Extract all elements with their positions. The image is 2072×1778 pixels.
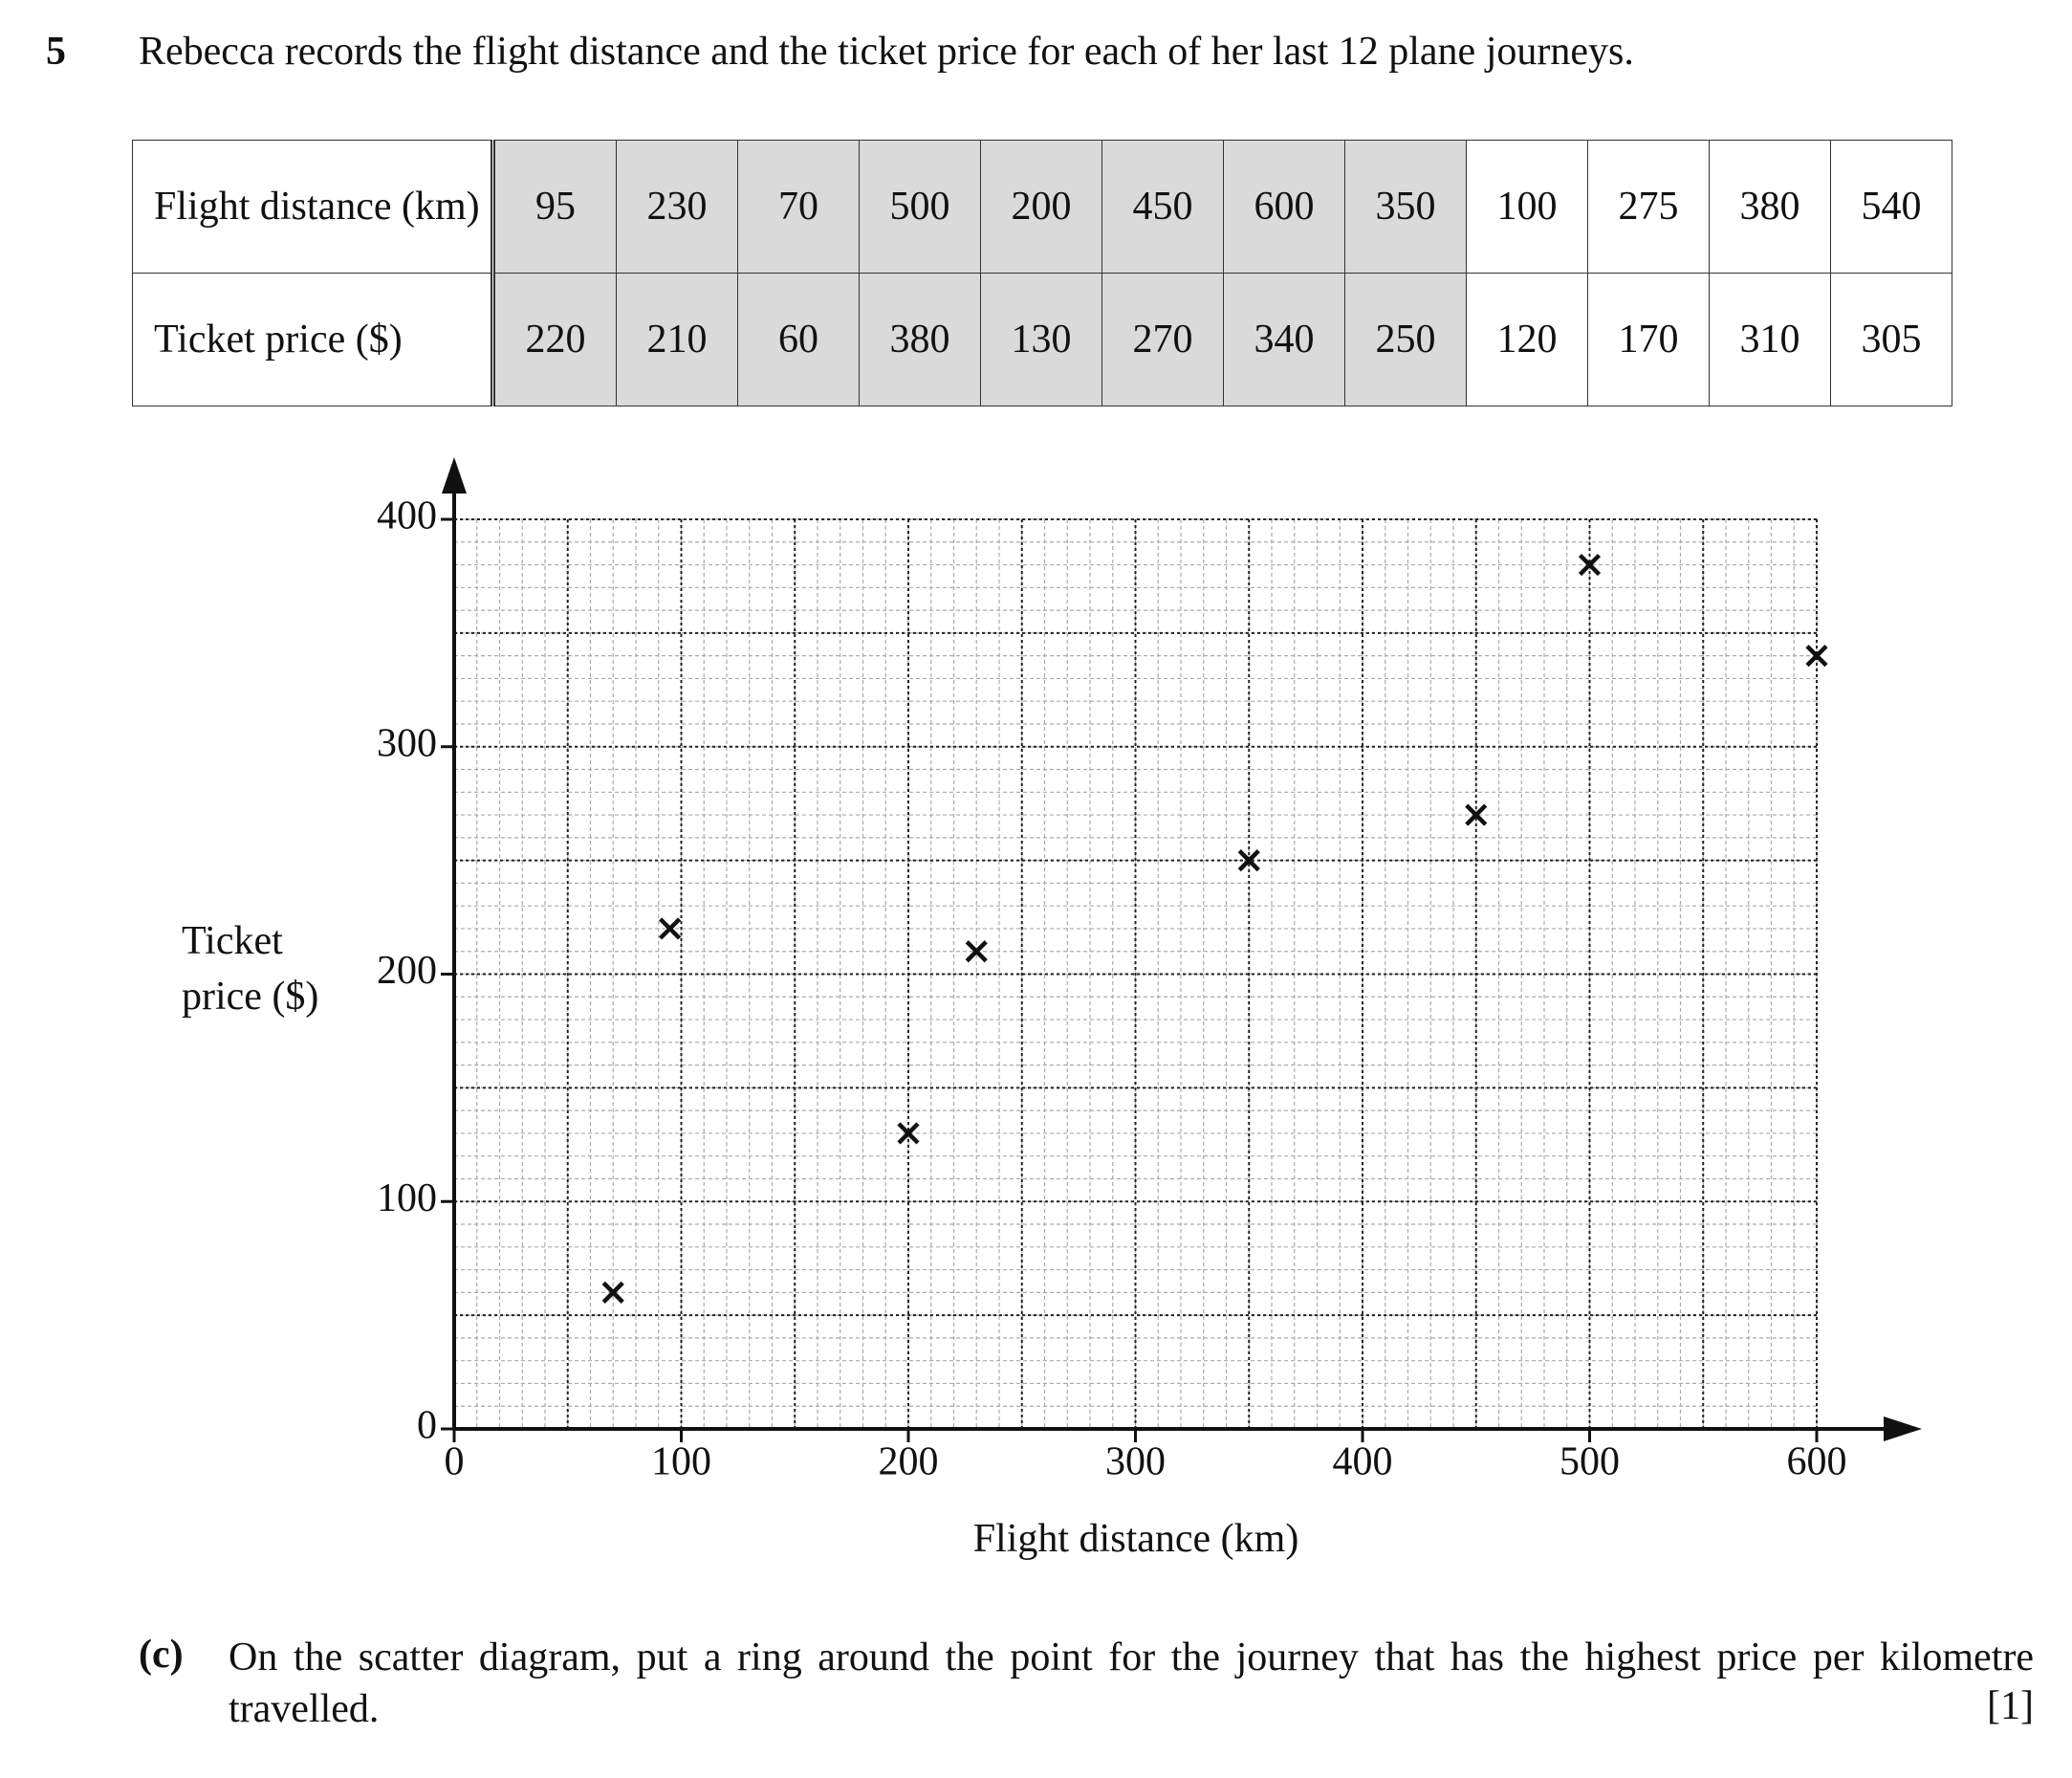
part-text: On the scatter diagram, put a ring aroun… xyxy=(229,1635,2034,1731)
table-cell: 600 xyxy=(1223,140,1345,274)
table-cell: 170 xyxy=(1587,273,1710,406)
question-text: Rebecca records the flight distance and … xyxy=(139,30,1634,74)
data-point xyxy=(1237,849,1260,872)
data-point xyxy=(659,917,682,940)
data-point xyxy=(1578,553,1602,577)
table-cell: 210 xyxy=(616,273,738,406)
x-tick-label: 0 xyxy=(445,1440,465,1484)
table-row: Flight distance (km) 95 230 70 500 200 450 600 3… xyxy=(132,140,1952,274)
part-marks: [1] xyxy=(1987,1684,2034,1728)
data-point xyxy=(897,1122,920,1145)
table-cell: 95 xyxy=(492,140,617,274)
table-cell: 305 xyxy=(1830,273,1952,406)
table-cell: 340 xyxy=(1223,273,1345,406)
data-point xyxy=(965,940,988,963)
table-cell: 350 xyxy=(1344,140,1467,274)
table-cell: 230 xyxy=(616,140,738,274)
row-header: Ticket price ($) xyxy=(132,273,495,406)
row-header: Flight distance (km) xyxy=(132,140,495,274)
x-tick-label: 200 xyxy=(879,1440,939,1484)
table-cell: 220 xyxy=(492,273,617,406)
table-cell: 120 xyxy=(1466,273,1588,406)
table-cell: 380 xyxy=(1709,140,1831,274)
table-cell: 450 xyxy=(1101,140,1224,274)
x-axis-label: Flight distance (km) xyxy=(972,1517,1299,1561)
x-tick-label: 400 xyxy=(1333,1440,1393,1484)
data-point xyxy=(601,1281,624,1304)
question-number: 5 xyxy=(46,30,66,74)
y-tick-label: 100 xyxy=(377,1176,437,1220)
x-axis-arrow xyxy=(1884,1416,1922,1441)
table-cell: 250 xyxy=(1344,273,1467,406)
x-tick-label: 100 xyxy=(651,1440,711,1484)
table-cell: 70 xyxy=(737,140,860,274)
y-tick-label: 0 xyxy=(417,1404,437,1448)
table-cell: 310 xyxy=(1709,273,1831,406)
x-tick-label: 600 xyxy=(1787,1440,1847,1484)
table-cell: 60 xyxy=(737,273,860,406)
table-cell: 130 xyxy=(980,273,1102,406)
x-tick-label: 300 xyxy=(1105,1440,1166,1484)
data-point xyxy=(1465,803,1488,826)
part-label: (c) xyxy=(139,1633,184,1677)
table-cell: 200 xyxy=(980,140,1102,274)
table-cell: 380 xyxy=(859,273,981,406)
data-point xyxy=(1805,645,1828,668)
table-cell: 275 xyxy=(1587,140,1710,274)
y-tick-label: 400 xyxy=(377,494,437,538)
y-tick-label: 300 xyxy=(377,721,437,765)
table-cell: 100 xyxy=(1466,140,1588,274)
y-axis-arrow xyxy=(442,457,467,494)
x-tick-label: 500 xyxy=(1559,1440,1620,1484)
y-tick-label: 200 xyxy=(377,949,437,993)
table-cell: 540 xyxy=(1830,140,1952,274)
table-row: Ticket price ($) 220 210 60 380 130 270 340 250 1… xyxy=(132,273,1952,406)
y-axis-label: Ticket price ($) xyxy=(182,919,319,1019)
table-cell: 270 xyxy=(1101,273,1224,406)
data-table: Flight distance (km) 95 230 70 500 200 450 600 3… xyxy=(132,140,1952,406)
